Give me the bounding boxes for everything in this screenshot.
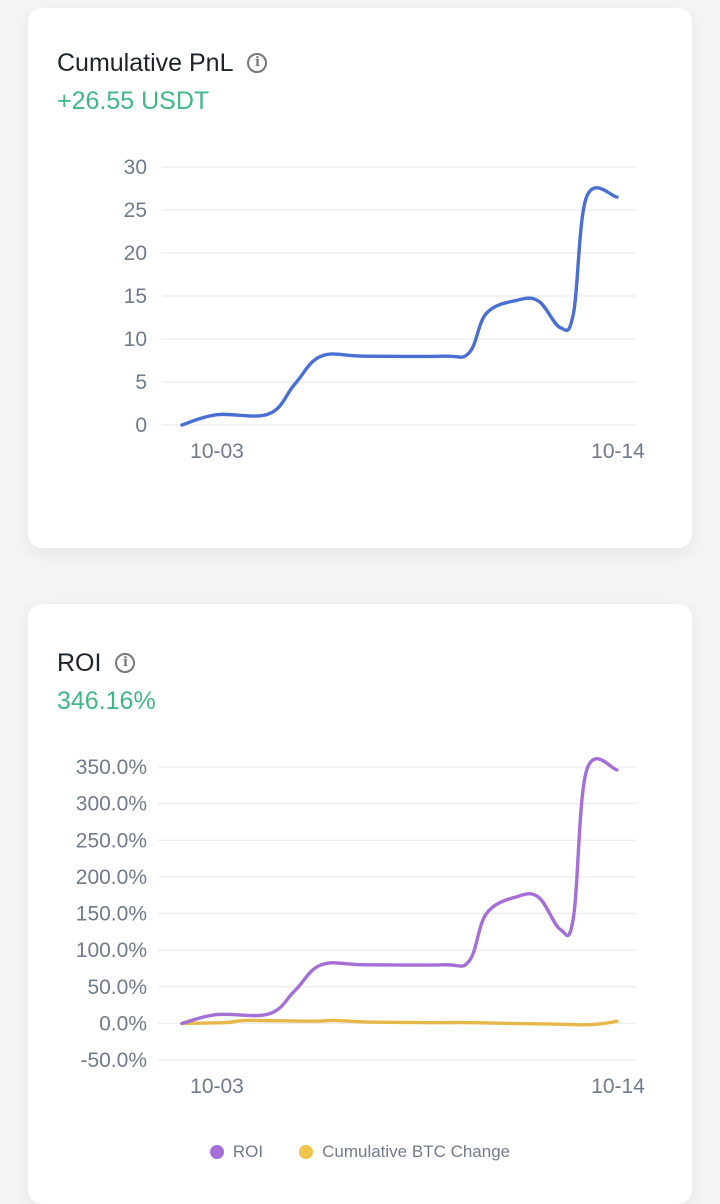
pnl-card: Cumulative PnL i +26.55 USDT 30 25 20 15 10 5… <box>28 8 692 548</box>
roi-y-tick-label: -50.0% <box>80 1049 147 1072</box>
roi-y-tick-label: 200.0% <box>76 866 147 889</box>
pnl-x-tick-label: 10-03 <box>190 440 244 463</box>
pnl-y-tick-label: 5 <box>135 371 147 394</box>
pnl-y-tick-label: 15 <box>124 285 147 308</box>
pnl-y-tick-label: 10 <box>124 328 147 351</box>
roi-series-line-cumulative-btc-change <box>180 1018 619 1027</box>
pnl-y-tick-label: 30 <box>124 156 147 179</box>
pnl-title-row: Cumulative PnL i <box>57 48 268 78</box>
roi-x-tick-label: 10-14 <box>591 1075 645 1098</box>
legend-dot-btc <box>299 1145 314 1159</box>
legend-item-roi[interactable]: ROI <box>209 1142 264 1162</box>
roi-series-line-roi <box>180 757 619 1026</box>
roi-value: 346.16% <box>57 687 156 715</box>
roi-y-tick-label: 300.0% <box>76 793 147 816</box>
roi-y-tick-label: 0.0% <box>99 1012 147 1035</box>
roi-card-header: ROI i 346.16% <box>57 648 156 716</box>
info-icon[interactable]: i <box>115 653 136 673</box>
pnl-value: +26.55 USDT <box>57 87 210 115</box>
pnl-title: Cumulative PnL <box>57 49 234 77</box>
roi-y-tick-label: 100.0% <box>76 939 147 962</box>
roi-y-tick-label: 350.0% <box>76 756 147 779</box>
roi-y-tick-label: 150.0% <box>76 903 147 926</box>
legend-label-btc: Cumulative BTC Change <box>322 1142 511 1161</box>
pnl-x-tick-label: 10-14 <box>591 440 645 463</box>
chart-legend: ROI Cumulative BTC Change <box>28 1142 692 1162</box>
legend-dot-roi <box>209 1145 224 1159</box>
roi-title: ROI <box>57 649 102 677</box>
pnl-y-tick-label: 0 <box>135 414 147 437</box>
legend-item-btc[interactable]: Cumulative BTC Change <box>299 1142 510 1162</box>
pnl-y-tick-label: 20 <box>124 242 147 265</box>
roi-title-row: ROI i <box>57 648 156 678</box>
pnl-card-header: Cumulative PnL i +26.55 USDT <box>57 48 268 116</box>
roi-card: ROI i 346.16% 350.0% 300.0% 250.0% 200.0% 15… <box>28 604 692 1204</box>
roi-chart: 350.0% 300.0% 250.0% 200.0% 150.0% 100.0% 50.0… <box>76 756 645 1098</box>
roi-y-tick-label: 50.0% <box>87 976 147 999</box>
info-icon[interactable]: i <box>247 53 268 73</box>
pnl-chart: 30 25 20 15 10 5 0 10-03 10-14 <box>124 156 646 463</box>
legend-label-roi: ROI <box>232 1142 264 1161</box>
pnl-y-tick-label: 25 <box>124 199 147 222</box>
roi-x-tick-label: 10-03 <box>190 1075 244 1098</box>
pnl-series-line-value <box>180 186 619 427</box>
roi-y-tick-label: 250.0% <box>76 829 147 852</box>
